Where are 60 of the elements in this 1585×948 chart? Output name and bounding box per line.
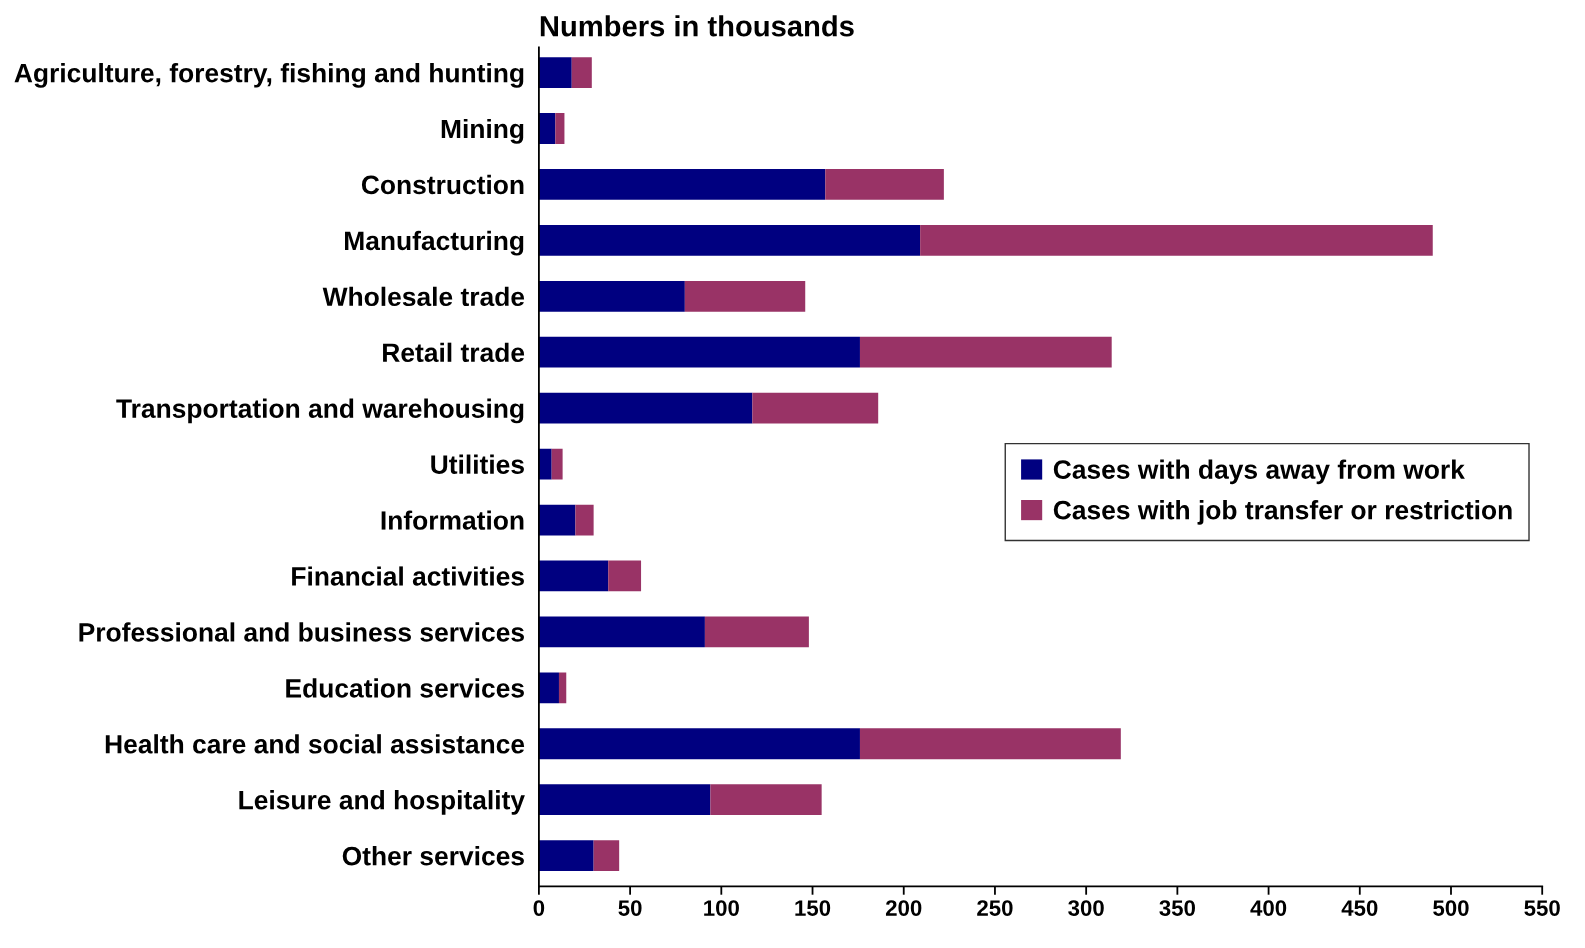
x-tick-label: 200 <box>885 900 922 916</box>
x-tick-label: 550 <box>1524 900 1560 916</box>
legend-label: Cases with days away from work <box>1053 459 1465 485</box>
bar <box>538 840 594 871</box>
y-tick-label: Leisure and hospitality <box>239 790 525 815</box>
y-tick-label: Utilities <box>431 454 524 474</box>
x-tick-label: 150 <box>795 900 831 916</box>
bar <box>859 728 1121 760</box>
x-tick-label: 500 <box>1433 900 1469 916</box>
y-tick-label: Agriculture, forestry, fishing and hunting <box>14 63 524 88</box>
y-tick-label: Financial activities <box>292 566 524 586</box>
y-tick-label: Manufacturing <box>345 230 524 256</box>
bar <box>710 784 822 816</box>
x-tick-label: 50 <box>618 900 642 916</box>
legend-label: Cases with job transfer or restriction <box>1053 500 1512 525</box>
y-tick-label: Information <box>381 510 524 530</box>
x-tick-label: 250 <box>977 900 1013 916</box>
bar <box>538 57 572 88</box>
bar <box>538 616 705 648</box>
bar <box>538 504 576 536</box>
y-tick-label: Other services <box>342 846 524 866</box>
bar <box>555 113 565 144</box>
bar <box>571 57 592 88</box>
y-tick-label: Retail trade <box>383 342 525 363</box>
bar <box>920 224 1433 256</box>
y-tick-label: Health care and social assistance <box>105 734 525 754</box>
y-tick-label: Construction <box>361 174 524 195</box>
bar <box>538 728 860 760</box>
bar <box>608 560 642 592</box>
x-tick-label: 350 <box>1159 900 1195 916</box>
bar <box>538 784 711 816</box>
bar <box>551 448 563 480</box>
y-tick-label: Education services <box>286 678 524 698</box>
bar <box>538 392 753 424</box>
y-tick-label: Transportation and warehousing <box>116 398 524 424</box>
chart-title: Numbers in thousands <box>540 15 854 37</box>
x-tick-label: 400 <box>1250 900 1287 916</box>
bar <box>752 392 879 424</box>
bar <box>538 672 559 704</box>
bar <box>558 672 567 704</box>
bar <box>538 448 552 480</box>
bar <box>593 840 620 871</box>
bar <box>538 280 685 312</box>
y-tick-label: Professional and business services <box>79 622 524 642</box>
bar <box>859 336 1112 368</box>
bar <box>538 336 860 368</box>
bar <box>704 616 809 648</box>
bar <box>684 280 806 312</box>
bar <box>538 169 826 200</box>
x-tick-label: 100 <box>704 900 739 916</box>
x-tick-label: 300 <box>1068 900 1104 916</box>
bar <box>825 169 944 200</box>
y-tick-label: Mining <box>441 118 524 144</box>
x-tick-label: 0 <box>533 900 545 916</box>
bar <box>538 224 921 256</box>
bar <box>538 560 609 592</box>
x-tick-label: 450 <box>1341 900 1378 916</box>
y-tick-label: Wholesale trade <box>322 286 525 307</box>
bar <box>575 504 594 536</box>
bar <box>538 113 556 144</box>
